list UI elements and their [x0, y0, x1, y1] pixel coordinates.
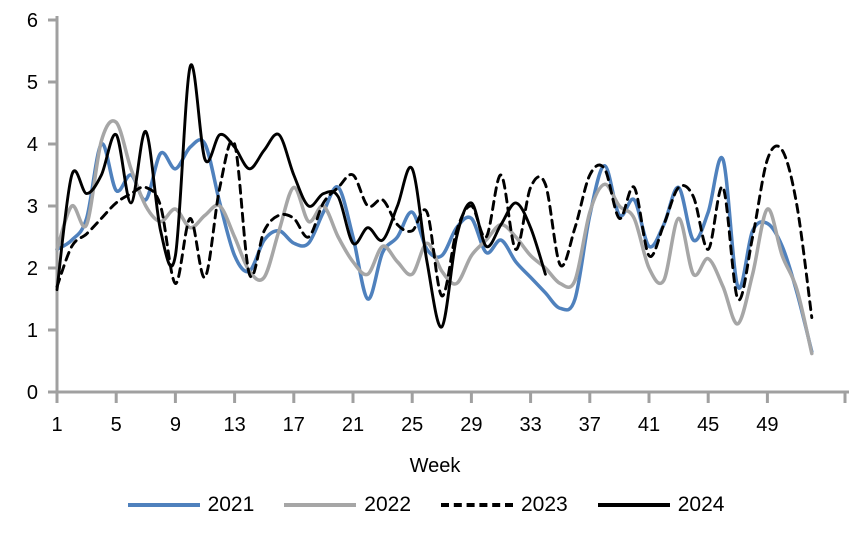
x-axis-tick-labels: 1 5 9 13 17 21 25 29 33 37 41 45 49	[51, 414, 778, 436]
x-tick-label: 17	[283, 414, 305, 436]
x-tick-label: 45	[697, 414, 719, 436]
legend-line-sample-2022	[284, 502, 357, 507]
legend-line-sample-2023	[441, 502, 513, 507]
series-lines	[55, 63, 814, 356]
y-tick-label: 5	[27, 72, 38, 94]
y-tick-label: 3	[27, 196, 38, 218]
series-line-2022	[55, 119, 814, 356]
legend-label: 2021	[207, 493, 255, 516]
series-line-2021	[55, 138, 814, 354]
legend-label: 2023	[521, 493, 568, 516]
x-tick-label: 41	[638, 414, 660, 436]
x-tick-label: 49	[756, 414, 778, 436]
legend-item-2022: 2022	[284, 494, 411, 515]
legend-label: 2024	[677, 493, 725, 516]
x-tick-label: 25	[401, 414, 423, 436]
x-tick-label: 21	[342, 414, 364, 436]
x-tick-label: 37	[579, 414, 601, 436]
legend-item-2024: 2024	[597, 493, 725, 516]
y-tick-label: 0	[27, 382, 38, 404]
legend-line-sample-2021	[127, 502, 200, 507]
chart-legend: 2021 2022 2023 2024	[0, 494, 852, 515]
y-tick-label: 1	[27, 320, 38, 342]
y-tick-label: 2	[27, 258, 38, 280]
x-axis-title: Week	[410, 455, 462, 477]
x-tick-label: 5	[111, 414, 122, 436]
y-axis-tick-labels: 0 1 2 3 4 5 6	[27, 10, 38, 404]
y-tick-label: 6	[27, 10, 38, 32]
series-line-2023	[55, 139, 814, 320]
x-tick-label: 1	[51, 414, 62, 436]
x-tick-label: 13	[223, 414, 245, 436]
axes	[48, 16, 849, 403]
x-tick-label: 29	[460, 414, 482, 436]
legend-item-2023: 2023	[441, 494, 568, 515]
legend-label: 2022	[364, 493, 411, 516]
legend-item-2021: 2021	[127, 493, 255, 516]
y-tick-label: 4	[27, 134, 38, 156]
x-tick-label: 9	[170, 414, 181, 436]
legend-line-sample-2024	[597, 502, 670, 507]
series-line-2024	[55, 63, 547, 329]
x-tick-label: 33	[519, 414, 541, 436]
